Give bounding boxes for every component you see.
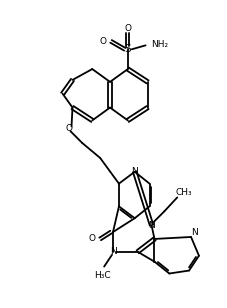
Text: O: O — [124, 24, 131, 33]
Text: N: N — [148, 221, 155, 230]
Text: N: N — [191, 228, 197, 237]
Text: O: O — [100, 37, 107, 46]
Text: O: O — [65, 124, 72, 133]
Text: O: O — [89, 234, 96, 243]
Text: N: N — [110, 247, 116, 256]
Text: N: N — [131, 167, 138, 176]
Text: H₃C: H₃C — [94, 271, 111, 280]
Text: S: S — [125, 44, 131, 54]
Text: CH₃: CH₃ — [176, 188, 192, 197]
Text: NH₂: NH₂ — [151, 40, 168, 49]
